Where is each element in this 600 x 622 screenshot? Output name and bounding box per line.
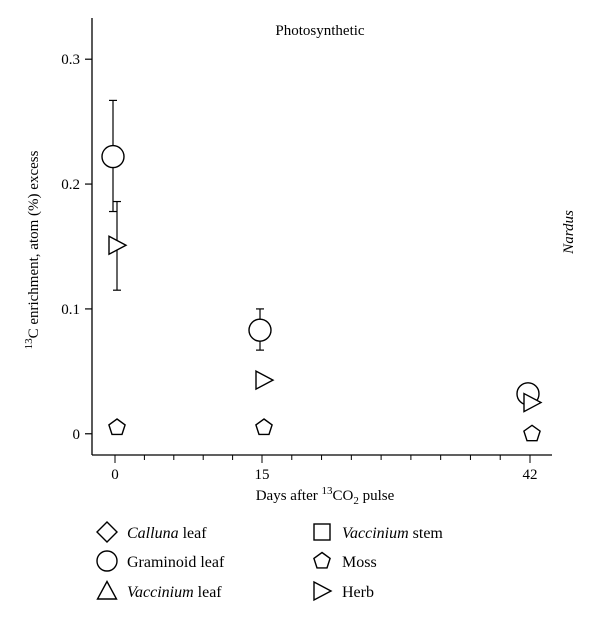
x-tick-label: 42: [523, 467, 538, 483]
y-tick-label: 0: [73, 427, 81, 443]
point-moss: [255, 418, 273, 436]
point-graminoid-leaf: [101, 144, 125, 169]
legend: Calluna leaf Vaccinium stem Graminoid leaf…: [96, 521, 443, 602]
x-tick-label: 0: [111, 467, 119, 483]
x-axis-label: Days after 13CO2 pulse: [256, 485, 395, 507]
legend-triangle-right-icon: [313, 580, 333, 602]
axes: 0 0.1 0.2 0.3 0 15 42: [61, 18, 552, 483]
point-herb: [108, 235, 128, 256]
error-bars: [109, 99, 264, 351]
y-tick-label: 0.1: [61, 302, 80, 318]
legend-circle-icon: [96, 550, 118, 572]
legend-label: Moss: [342, 554, 377, 571]
point-graminoid-leaf: [248, 318, 272, 342]
legend-label: Vaccinium stem: [342, 525, 443, 542]
legend-triangle-up-icon: [96, 580, 118, 600]
y-tick-label: 0.2: [61, 177, 80, 193]
legend-label: Herb: [342, 584, 374, 601]
y-tick-label: 0.3: [61, 52, 80, 68]
x-tick-label: 15: [255, 467, 270, 483]
point-herb: [523, 392, 543, 413]
panel-title: Photosynthetic: [275, 23, 365, 39]
legend-label: Vaccinium leaf: [127, 584, 222, 601]
data-marks: [101, 144, 543, 442]
point-moss: [523, 424, 541, 442]
side-label: Nardus: [561, 210, 577, 255]
legend-square-icon: [313, 523, 331, 541]
legend-pentagon-icon: [313, 551, 331, 569]
point-moss: [108, 418, 126, 436]
y-axis-label: 13C enrichment, atom (%) excess: [23, 150, 42, 349]
legend-label: Graminoid leaf: [127, 554, 225, 571]
point-herb: [255, 369, 275, 391]
legend-diamond-icon: [96, 521, 118, 543]
legend-label: Calluna leaf: [127, 525, 207, 542]
